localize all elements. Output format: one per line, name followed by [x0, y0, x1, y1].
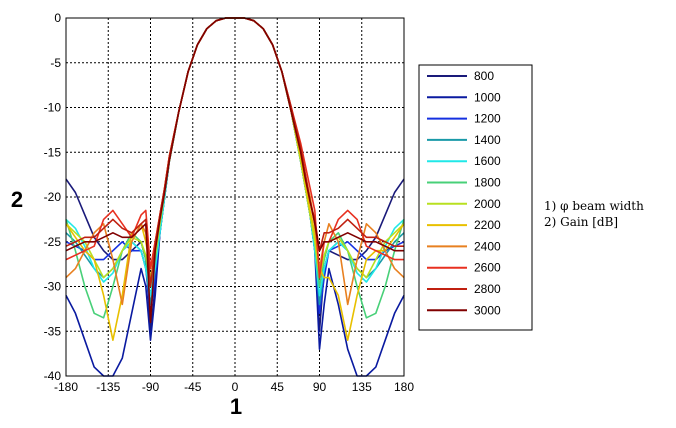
legend-label-1200: 1200: [474, 112, 501, 126]
legend-label-2600: 2600: [474, 261, 501, 275]
legend-label-2200: 2200: [474, 218, 501, 232]
note-x-axis: 1) φ beam width: [544, 199, 644, 213]
y-tick-label: 0: [54, 11, 61, 25]
y-tick-label: -20: [44, 190, 62, 204]
y-tick-label: -5: [50, 56, 61, 70]
plot-frame: [65, 17, 405, 377]
legend-label-2800: 2800: [474, 282, 501, 296]
y-tick-label: -40: [44, 369, 62, 383]
y-tick-label: -10: [44, 101, 62, 115]
legend-label-1400: 1400: [474, 133, 501, 147]
y-tick-label: -30: [44, 280, 62, 294]
legend-label-2400: 2400: [474, 239, 501, 253]
y-axis-label: 2: [11, 187, 23, 212]
x-tick-label: -45: [184, 380, 202, 394]
x-tick-labels: -180 -135 -90 -45 0 45 90 135 180: [54, 380, 414, 394]
x-tick-label: 45: [271, 380, 285, 394]
legend-label-800: 800: [474, 69, 494, 83]
y-tick-label: -25: [44, 235, 62, 249]
x-tick-label: 90: [313, 380, 327, 394]
legend-box: [418, 64, 533, 331]
legend-label-3000: 3000: [474, 303, 501, 317]
legend-label-1600: 1600: [474, 154, 501, 168]
x-axis-label: 1: [230, 394, 242, 419]
x-tick-label: -180: [54, 380, 78, 394]
legend-label-1800: 1800: [474, 176, 501, 190]
legend: 800 1000 1200 1400 1600 1800 2000 2200 2400 2600 2…: [418, 64, 533, 331]
y-tick-label: -15: [44, 145, 62, 159]
x-tick-label: 0: [232, 380, 239, 394]
y-tick-label: -35: [44, 324, 62, 338]
grid: [66, 18, 404, 376]
x-tick-label: -90: [142, 380, 160, 394]
y-tick-labels: 0 -5 -10 -15 -20 -25 -30 -35 -40: [44, 11, 62, 383]
x-tick-label: 180: [394, 380, 414, 394]
x-tick-label: 135: [352, 380, 372, 394]
axis-notes: 1) φ beam width 2) Gain [dB]: [544, 198, 644, 230]
x-tick-label: -135: [96, 380, 120, 394]
legend-label-2000: 2000: [474, 197, 501, 211]
legend-label-1000: 1000: [474, 90, 501, 104]
note-y-axis: 2) Gain [dB]: [544, 215, 619, 229]
